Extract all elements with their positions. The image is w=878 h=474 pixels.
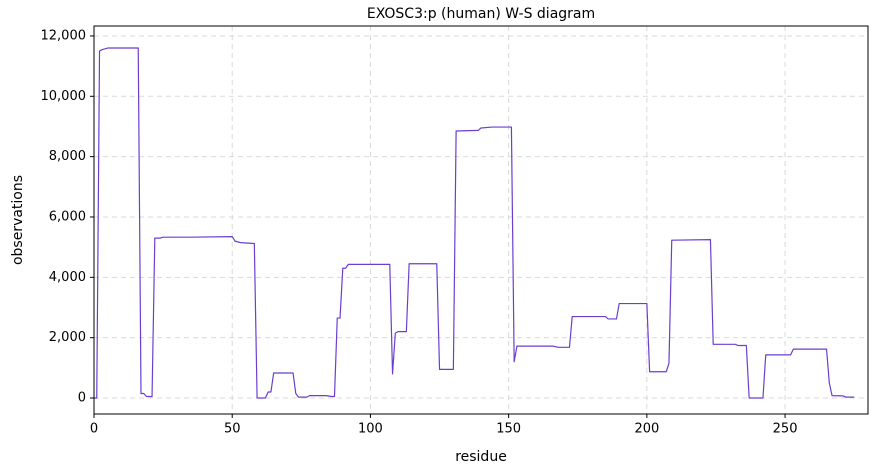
- chart-title: EXOSC3:p (human) W-S diagram: [367, 6, 595, 22]
- y-tick-label: 4,000: [49, 270, 86, 285]
- y-tick-label: 12,000: [41, 28, 87, 43]
- y-tick-label: 2,000: [49, 330, 86, 345]
- x-tick-label: 0: [90, 422, 98, 437]
- x-tick-label: 50: [224, 422, 241, 437]
- x-tick-label: 250: [773, 422, 798, 437]
- data-line: [94, 47, 855, 399]
- x-tick-label: 150: [496, 422, 521, 437]
- x-axis-label: residue: [455, 449, 507, 465]
- x-tick-label: 200: [634, 422, 659, 437]
- y-tick-label: 8,000: [49, 149, 86, 164]
- x-tick-label: 100: [358, 422, 383, 437]
- y-axis-label: observations: [10, 175, 26, 265]
- y-tick-label: 10,000: [41, 89, 87, 104]
- y-tick-label: 0: [78, 391, 86, 406]
- plot-frame: [93, 25, 869, 415]
- y-tick-label: 6,000: [49, 209, 86, 224]
